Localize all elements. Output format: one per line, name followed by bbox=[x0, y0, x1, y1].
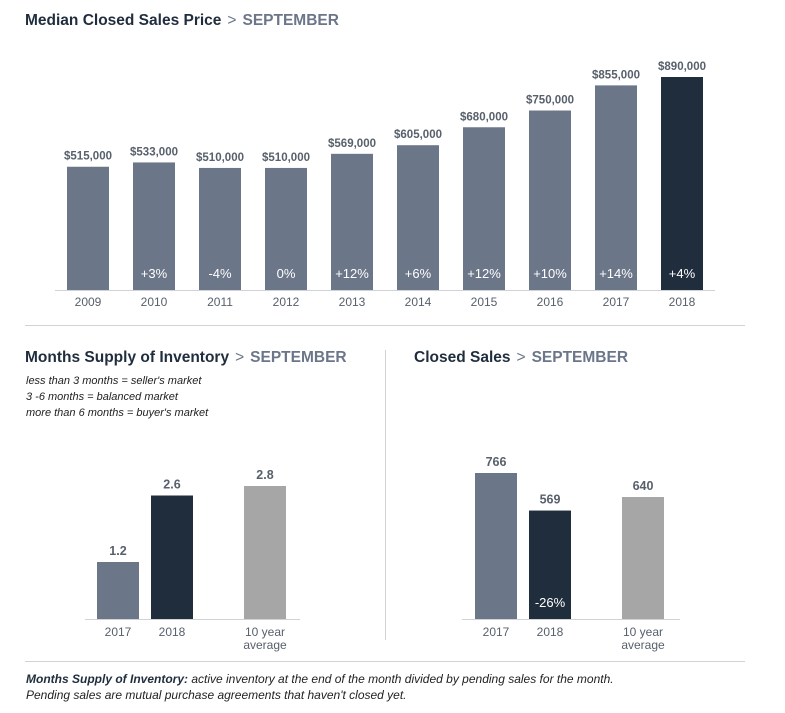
months-supply-bar-2017 bbox=[97, 562, 139, 619]
median-price-category-label: 2012 bbox=[273, 295, 300, 309]
median-price-title-month: SEPTEMBER bbox=[242, 12, 339, 29]
closed-sales-category-label: 2018 bbox=[537, 625, 564, 639]
median-price-bar-2018 bbox=[661, 77, 703, 290]
median-price-change-label: +12% bbox=[467, 266, 501, 281]
median-price-title-main: Median Closed Sales Price bbox=[25, 12, 222, 29]
median-price-value-label: $605,000 bbox=[394, 129, 442, 141]
months-supply-value-label: 2.8 bbox=[256, 468, 273, 482]
footnote: Months Supply of Inventory: active inven… bbox=[26, 671, 626, 703]
months-supply-title-main: Months Supply of Inventory bbox=[25, 349, 230, 366]
closed-sales-category-label: 2017 bbox=[483, 625, 510, 639]
median-price-change-label: +14% bbox=[599, 266, 633, 281]
closed-sales-change-label: -26% bbox=[535, 595, 566, 610]
median-price-category-label: 2016 bbox=[537, 295, 564, 309]
median-price-bar-2017 bbox=[595, 85, 637, 290]
median-price-value-label: $890,000 bbox=[658, 61, 706, 73]
median-price-category-label: 2018 bbox=[669, 295, 696, 309]
closed-sales-value-label: 766 bbox=[486, 455, 507, 469]
closed-sales-bar-10-year-average bbox=[622, 497, 664, 619]
months-supply-bar-10-year-average bbox=[244, 486, 286, 619]
closed-sales-title: Closed Sales > SEPTEMBER bbox=[414, 349, 628, 367]
median-price-title: Median Closed Sales Price > SEPTEMBER bbox=[25, 12, 339, 30]
footnote-term: Months Supply of Inventory: bbox=[26, 672, 188, 686]
median-price-value-label: $750,000 bbox=[526, 95, 574, 107]
median-price-bar-2011 bbox=[199, 167, 241, 290]
months-supply-category-label: 2018 bbox=[159, 625, 186, 639]
median-price-change-label: -4% bbox=[208, 266, 232, 281]
median-price-category-label: 2017 bbox=[603, 295, 630, 309]
closed-sales-category-label: 10 year average bbox=[621, 625, 665, 652]
median-price-change-label: 0% bbox=[277, 266, 296, 281]
title-separator: > bbox=[516, 349, 526, 366]
title-separator: > bbox=[227, 12, 237, 29]
closed-sales-value-label: 640 bbox=[633, 479, 654, 493]
closed-sales-value-label: 569 bbox=[540, 493, 561, 507]
months-supply-title-month: SEPTEMBER bbox=[250, 349, 347, 366]
median-price-category-label: 2009 bbox=[75, 295, 102, 309]
median-price-value-label: $510,000 bbox=[196, 152, 244, 164]
median-price-value-label: $680,000 bbox=[460, 111, 508, 123]
inventory-note-buyers: more than 6 months = buyer's market bbox=[26, 407, 209, 419]
median-price-change-label: +4% bbox=[669, 266, 696, 281]
median-price-category-label: 2013 bbox=[339, 295, 366, 309]
closed-sales-title-month: SEPTEMBER bbox=[531, 349, 629, 366]
median-price-bar-2010 bbox=[133, 162, 175, 290]
median-price-change-label: +6% bbox=[405, 266, 432, 281]
median-price-bar-2014 bbox=[397, 145, 439, 290]
median-price-change-label: +3% bbox=[141, 266, 168, 281]
title-separator: > bbox=[235, 349, 245, 366]
months-supply-category-label: 2017 bbox=[105, 625, 132, 639]
median-price-bar-2015 bbox=[463, 127, 505, 291]
closed-sales-bar-2017 bbox=[475, 473, 517, 619]
section-divider-bottom bbox=[25, 661, 745, 662]
median-price-value-label: $855,000 bbox=[592, 69, 640, 81]
median-price-category-label: 2011 bbox=[207, 295, 233, 309]
median-price-change-label: +10% bbox=[533, 266, 567, 281]
months-supply-category-label: 10 year average bbox=[243, 625, 287, 652]
closed-sales-bar-2018 bbox=[529, 510, 571, 619]
section-divider-vertical bbox=[385, 350, 386, 640]
inventory-note-sellers: less than 3 months = seller's market bbox=[26, 375, 202, 387]
months-supply-title: Months Supply of Inventory > SEPTEMBER bbox=[25, 349, 347, 367]
section-divider-top bbox=[25, 325, 745, 326]
median-price-category-label: 2015 bbox=[471, 295, 498, 309]
inventory-note-balanced: 3 -6 months = balanced market bbox=[26, 391, 178, 403]
median-price-value-label: $569,000 bbox=[328, 138, 376, 150]
months-supply-value-label: 1.2 bbox=[109, 544, 126, 558]
median-price-category-label: 2010 bbox=[141, 295, 168, 309]
closed-sales-title-main: Closed Sales bbox=[414, 349, 511, 366]
median-price-bar-2013 bbox=[331, 153, 373, 290]
months-supply-bar-2018 bbox=[151, 495, 193, 619]
median-price-change-label: +12% bbox=[335, 266, 369, 281]
median-price-bar-2009 bbox=[67, 166, 109, 290]
inventory-market-notes: less than 3 months = seller's market 3 -… bbox=[26, 373, 208, 421]
median-price-bar-2012 bbox=[265, 167, 307, 290]
median-price-bar-2016 bbox=[529, 110, 571, 290]
median-price-value-label: $515,000 bbox=[64, 151, 112, 163]
median-price-value-label: $510,000 bbox=[262, 152, 310, 164]
median-price-category-label: 2014 bbox=[405, 295, 432, 309]
footnote-text: active inventory at the end of the month… bbox=[26, 672, 614, 702]
median-price-value-label: $533,000 bbox=[130, 146, 178, 158]
months-supply-value-label: 2.6 bbox=[163, 478, 180, 492]
